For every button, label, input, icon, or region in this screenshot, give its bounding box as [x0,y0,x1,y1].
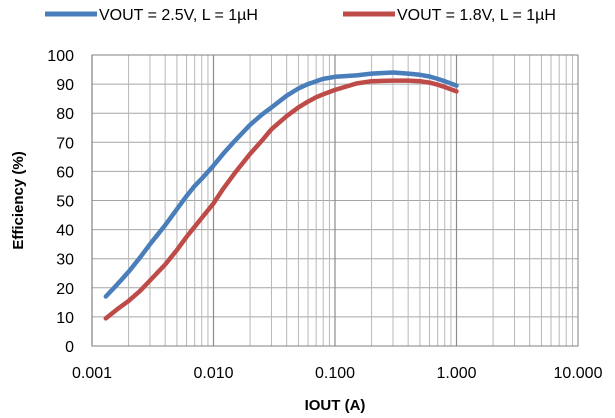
x-tick-label: 10.000 [554,365,603,382]
y-tick-label: 80 [56,106,74,123]
grid [91,54,578,347]
y-tick-label: 70 [56,135,74,152]
y-axis-ticks: 0 10 20 30 40 50 60 70 80 90 100 [47,48,74,356]
y-tick-label: 30 [56,252,74,269]
plot-area-frame [91,54,579,347]
series-layer [103,70,459,321]
y-tick-label: 10 [56,310,74,327]
y-tick-label: 60 [56,164,74,181]
legend-label-2: VOUT = 1.8V, L = 1µH [397,7,556,24]
y-tick-label: 20 [56,281,74,298]
y-tick-label: 90 [56,77,74,94]
x-axis-ticks: 0.001 0.010 0.100 1.000 10.000 [72,365,603,382]
x-tick-label: 1.000 [436,365,476,382]
y-tick-label: 100 [47,48,74,65]
y-tick-label: 50 [56,194,74,211]
series-line-2 [103,78,459,321]
x-tick-label: 0.010 [193,365,233,382]
series-line-1 [103,70,459,299]
y-tick-label: 0 [65,339,74,356]
y-tick-label: 40 [56,223,74,240]
y-axis-title: Efficiency (%) [10,151,27,249]
x-tick-label: 0.100 [315,365,355,382]
legend-label-1: VOUT = 2.5V, L = 1µH [99,7,258,24]
legend: VOUT = 2.5V, L = 1µH VOUT = 1.8V, L = 1µH [45,7,556,24]
x-tick-label: 0.001 [72,365,112,382]
x-axis-title: IOUT (A) [305,397,366,414]
